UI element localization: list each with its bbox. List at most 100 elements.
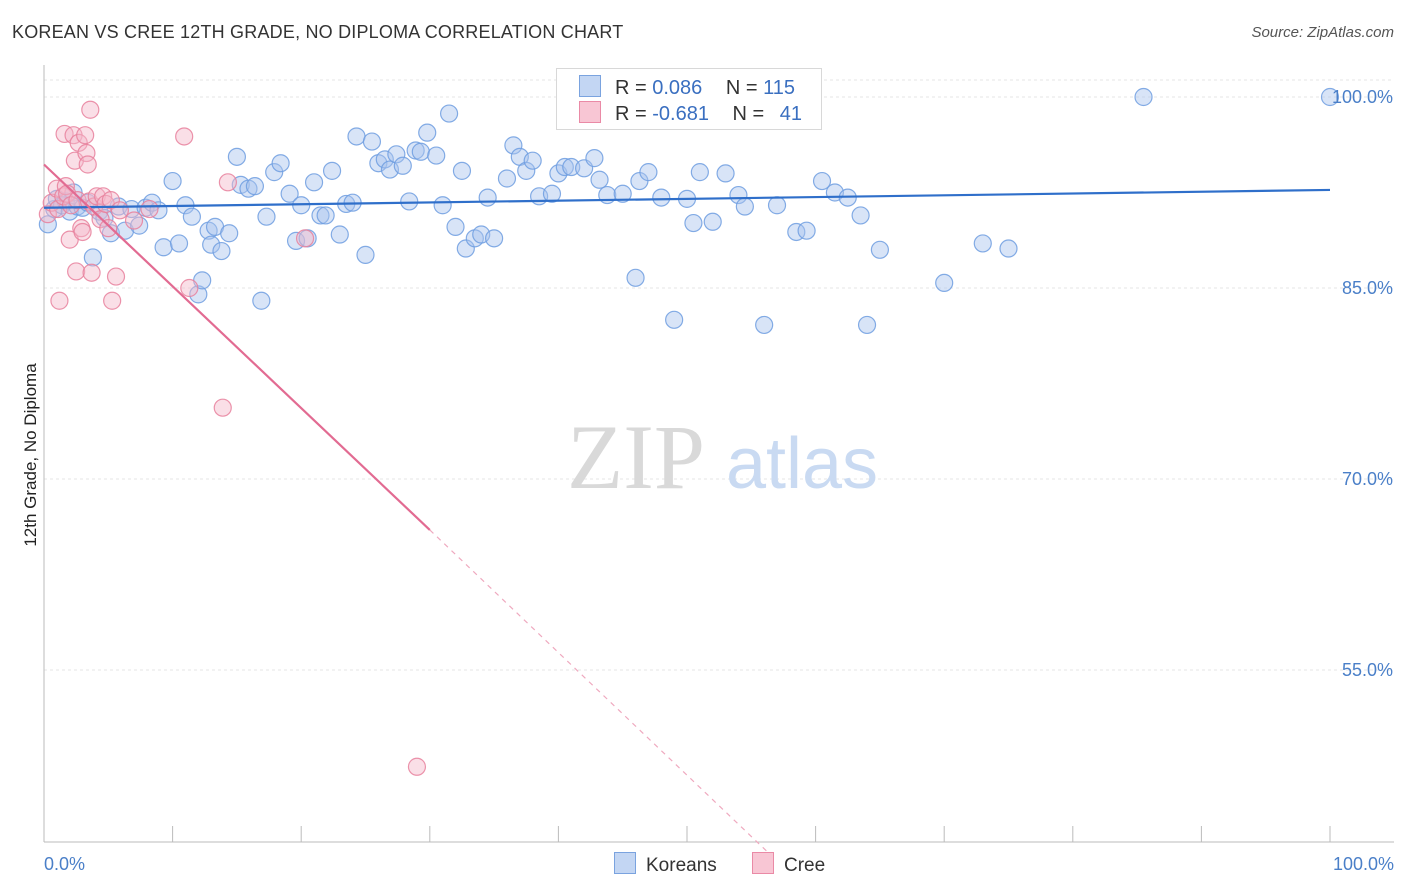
trend-lines (43, 163, 1331, 862)
korean-point (542, 184, 562, 203)
koreans-swatch (579, 75, 601, 97)
korean-point (485, 229, 504, 248)
korean-point (163, 171, 182, 191)
korean-point (220, 224, 239, 243)
y-tick-label: 70.0% (1342, 469, 1393, 489)
korean-point (703, 212, 722, 231)
cree-point (407, 757, 427, 776)
cree-point (67, 262, 86, 281)
bottom-legend-cree: Cree (752, 852, 825, 877)
cree-point (50, 291, 69, 310)
source-label: Source: ZipAtlas.com (1251, 24, 1394, 41)
korean-point (665, 310, 684, 329)
korean-point (433, 196, 452, 215)
korean-point (613, 184, 632, 203)
koreans-n-label: N = (725, 77, 758, 99)
koreans-trend-line (43, 188, 1331, 209)
korean-point (189, 285, 208, 304)
korean-point (101, 224, 120, 243)
legend-row-koreans: R = 0.086 N = 115 (579, 75, 795, 101)
bottom-legend-koreans: Koreans (614, 852, 717, 877)
cree-point (81, 100, 100, 119)
korean-point (122, 199, 141, 219)
korean-point (626, 268, 645, 287)
korean-point (311, 206, 330, 225)
x-tick-max: 100.0% (1333, 854, 1394, 874)
korean-point (1134, 87, 1153, 107)
cree-point (101, 191, 120, 210)
cree-point (38, 205, 57, 224)
korean-point (999, 239, 1018, 258)
korean-point (202, 235, 221, 254)
koreans-r-label: R = (615, 77, 647, 99)
korean-point (83, 248, 102, 267)
watermark-atlas: atlas (726, 424, 878, 504)
cree-trend-extension (429, 529, 778, 862)
korean-point (271, 154, 290, 173)
korean-point (716, 164, 735, 183)
cree-r-value: -0.681 (652, 103, 709, 125)
y-tick-label: 55.0% (1342, 660, 1393, 680)
cree-point (110, 201, 129, 220)
korean-point (347, 127, 366, 146)
korean-point (755, 315, 774, 335)
chart-title: KOREAN VS CREE 12TH GRADE, NO DIPLOMA CO… (12, 22, 624, 42)
korean-point (555, 157, 574, 177)
korean-point (497, 169, 517, 188)
korean-point (446, 217, 465, 236)
y-axis-label: 12th Grade, No Diploma (21, 363, 40, 547)
cree-point (124, 211, 144, 230)
korean-point (393, 156, 412, 175)
cree-point (69, 133, 88, 152)
cree-n-label: N = (732, 103, 765, 125)
korean-point (504, 136, 523, 155)
y-tick-label: 100.0% (1332, 87, 1393, 107)
korean-point (130, 216, 149, 235)
korean-point (523, 151, 542, 170)
cree-swatch (579, 101, 601, 123)
korean-point (870, 240, 890, 259)
korean-point (690, 163, 709, 182)
korean-point (1320, 87, 1340, 107)
axes (43, 65, 1394, 843)
korean-point (935, 273, 954, 293)
koreans-n-value: 115 (763, 77, 796, 99)
korean-point (427, 146, 446, 165)
korean-point (411, 142, 430, 161)
bottom-koreans-swatch (614, 852, 636, 874)
korean-point (322, 161, 342, 180)
korean-point (797, 221, 816, 240)
cree-point (99, 219, 118, 238)
korean-point (652, 188, 671, 207)
cree-point (180, 278, 199, 298)
y-tick-label: 85.0% (1342, 278, 1393, 298)
korean-point (375, 150, 394, 169)
korean-point (245, 177, 265, 196)
korean-point (812, 171, 832, 191)
bottom-koreans-label: Koreans (646, 855, 717, 876)
cree-point (218, 173, 237, 192)
korean-point (735, 197, 754, 216)
legend-row-cree: R = -0.681 N = 41 (579, 101, 802, 127)
cree-point (106, 267, 126, 286)
cree-point (78, 155, 97, 174)
korean-point (973, 234, 992, 253)
koreans-points (38, 87, 1340, 335)
cree-point (73, 222, 92, 242)
cree-point (213, 398, 232, 417)
korean-point (767, 196, 787, 215)
korean-point (400, 192, 419, 211)
korean-point (851, 206, 870, 225)
korean-point (304, 173, 324, 192)
korean-point (169, 234, 189, 253)
cree-trend-line (43, 163, 431, 531)
korean-point (456, 239, 475, 258)
korean-point (478, 188, 497, 207)
korean-point (38, 215, 57, 234)
korean-point (330, 225, 349, 244)
korean-point (439, 104, 459, 123)
korean-point (418, 123, 437, 142)
korean-point (585, 149, 604, 168)
cree-r-label: R = (615, 103, 647, 125)
